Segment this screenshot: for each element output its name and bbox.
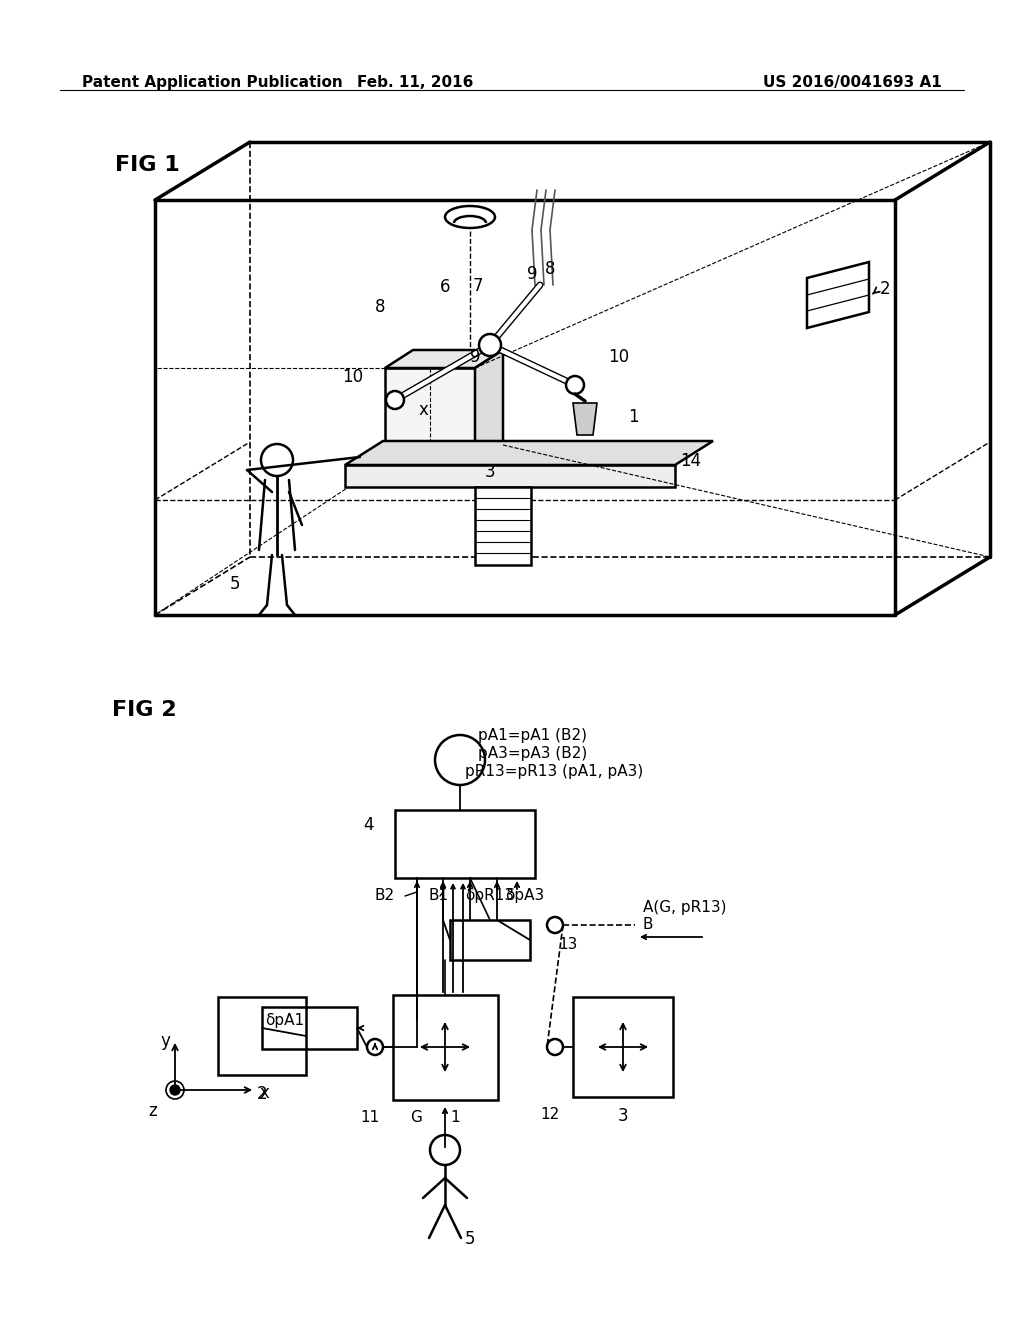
Text: G: G	[410, 1110, 422, 1125]
Circle shape	[386, 391, 404, 409]
Text: δpA1: δpA1	[265, 1012, 304, 1028]
Text: 6: 6	[440, 279, 451, 296]
Polygon shape	[573, 403, 597, 436]
Text: B1: B1	[429, 888, 450, 903]
Text: y: y	[160, 1032, 170, 1049]
Text: 5: 5	[230, 576, 241, 593]
Text: Feb. 11, 2016: Feb. 11, 2016	[356, 75, 473, 90]
Bar	[393, 995, 498, 1100]
Text: B: B	[643, 917, 653, 932]
Text: δpR13: δpR13	[465, 888, 514, 903]
Text: 2: 2	[257, 1085, 267, 1104]
Text: x: x	[418, 401, 428, 418]
Text: 1: 1	[628, 408, 639, 426]
Text: 3: 3	[617, 1107, 629, 1125]
Bar	[218, 997, 306, 1074]
Circle shape	[479, 334, 501, 356]
Text: x: x	[260, 1084, 270, 1102]
Text: A(G, pR13): A(G, pR13)	[643, 900, 726, 915]
Circle shape	[547, 1039, 563, 1055]
Text: 4: 4	[362, 816, 374, 834]
Text: pA3=pA3 (B2): pA3=pA3 (B2)	[478, 746, 587, 762]
Text: 1: 1	[450, 1110, 460, 1125]
Text: 5: 5	[465, 1230, 475, 1247]
Bar	[475, 487, 531, 565]
Bar	[395, 810, 535, 878]
Polygon shape	[475, 350, 503, 463]
Text: Patent Application Publication: Patent Application Publication	[82, 75, 343, 90]
Text: B2: B2	[375, 888, 395, 903]
Text: pR13=pR13 (pA1, pA3): pR13=pR13 (pA1, pA3)	[465, 764, 643, 779]
Circle shape	[566, 376, 584, 393]
Bar	[450, 920, 530, 960]
Text: 10: 10	[608, 348, 629, 366]
Circle shape	[547, 917, 563, 933]
Text: 11: 11	[360, 1110, 380, 1125]
Text: 12: 12	[541, 1107, 560, 1122]
Circle shape	[170, 1085, 180, 1096]
Polygon shape	[385, 350, 503, 368]
Text: 7: 7	[473, 277, 483, 294]
Text: 3: 3	[485, 463, 496, 480]
Text: 9: 9	[527, 265, 538, 282]
Text: 8: 8	[545, 260, 555, 279]
Text: 13: 13	[558, 937, 578, 952]
Text: FIG 1: FIG 1	[115, 154, 180, 176]
Bar	[573, 997, 673, 1097]
Bar	[385, 368, 475, 463]
Text: 9: 9	[470, 348, 480, 366]
Text: 14: 14	[680, 451, 701, 470]
Bar	[262, 1007, 357, 1049]
Text: pA1=pA1 (B2): pA1=pA1 (B2)	[478, 729, 587, 743]
Text: δpA3: δpA3	[505, 888, 544, 903]
Text: US 2016/0041693 A1: US 2016/0041693 A1	[763, 75, 942, 90]
Bar	[345, 465, 675, 487]
Circle shape	[367, 1039, 383, 1055]
Text: FIG 2: FIG 2	[112, 700, 176, 719]
Text: 2: 2	[880, 280, 891, 298]
Text: 8: 8	[375, 298, 385, 315]
Text: 10: 10	[342, 368, 364, 385]
Text: z: z	[148, 1102, 158, 1119]
Polygon shape	[345, 441, 713, 465]
